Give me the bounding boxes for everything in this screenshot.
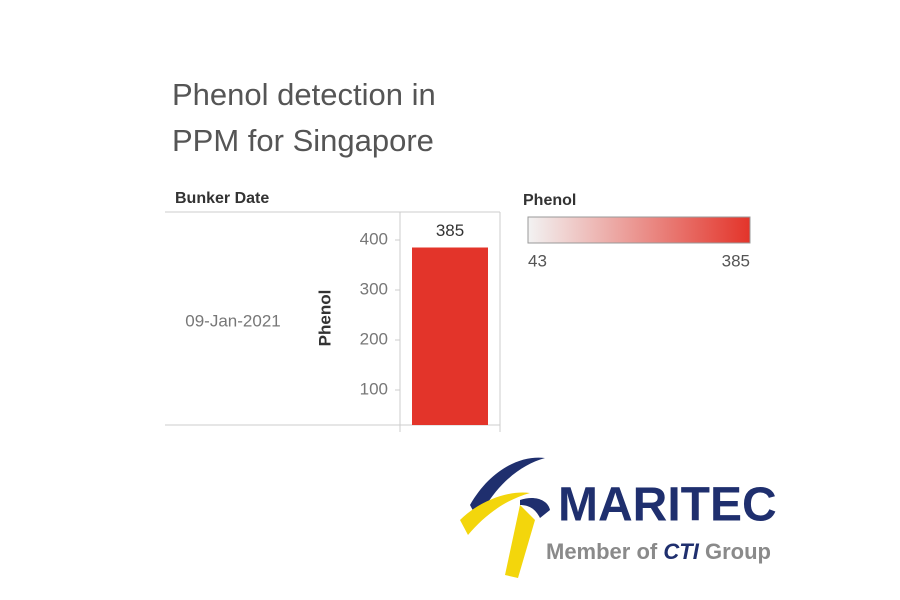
bar xyxy=(412,247,488,425)
tagline-prefix: Member of xyxy=(546,539,658,564)
tagline-brand: CTI xyxy=(663,539,699,564)
value-label: 385 xyxy=(436,221,464,240)
tagline-suffix: Group xyxy=(705,539,771,564)
legend-min: 43 xyxy=(528,251,547,270)
logo-swoosh xyxy=(505,505,535,578)
logo-swoosh xyxy=(460,492,530,535)
row-header: Bunker Date xyxy=(175,190,269,207)
logo-tagline: Member of CTI Group xyxy=(546,539,771,564)
legend-title: Phenol xyxy=(523,192,576,209)
category-label: 09-Jan-2021 xyxy=(185,311,280,330)
y-tick-label: 100 xyxy=(360,379,388,398)
y-tick-label: 200 xyxy=(360,329,388,348)
legend-gradient xyxy=(527,216,751,244)
legend-max: 385 xyxy=(722,251,750,270)
logo-swoosh xyxy=(520,498,550,518)
logo-mark xyxy=(460,457,550,578)
logo-name: MARITEC xyxy=(558,479,777,532)
y-axis-label: Phenol xyxy=(315,290,334,347)
chart-title: Phenol detection in PPM for Singapore xyxy=(172,77,436,158)
y-tick-label: 300 xyxy=(360,279,388,298)
y-tick-label: 400 xyxy=(360,229,388,248)
